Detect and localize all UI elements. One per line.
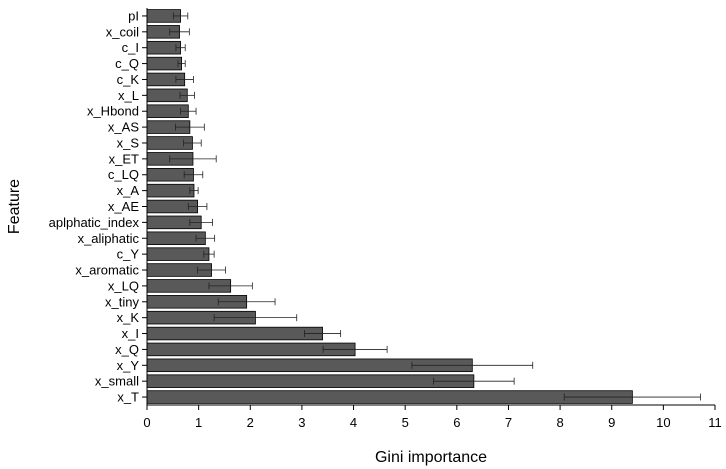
y-tick-label: pI [128,8,139,23]
y-tick-label: c_Q [115,56,139,71]
y-tick-label: x_small [95,374,139,389]
y-tick-label: x_LQ [108,278,139,293]
bars-group [146,9,633,404]
bar-x_T [146,390,633,404]
error-bar-x_A [189,187,199,195]
error-bar-x_L [179,91,195,99]
y-tick-label: x_S [117,135,140,150]
error-bar-x_T [563,393,701,401]
y-tick-label: x_K [117,310,140,325]
error-bar-pI [172,12,189,20]
x-tick-label: 8 [556,415,563,430]
error-bar-x_Q [322,345,388,353]
y-axis-title: Feature [6,179,23,234]
bar-c_Y [146,247,210,261]
y-tick-label: x_AS [108,120,139,135]
error-bar-c_Y [203,250,215,258]
error-bar-c_K [175,75,194,83]
error-bar-x_AS [174,123,205,131]
error-bar-x_ET [169,155,217,163]
x-tick-label: 5 [402,415,409,430]
error-bar-aplphatic_index [189,218,213,226]
y-tick-label: x_T [117,390,139,405]
error-bar-c_LQ [183,171,204,179]
y-tick-label: x_ET [109,151,139,166]
y-tick-label: x_A [117,183,140,198]
error-bar-x_S [183,139,202,147]
error-bar-x_I [304,330,342,338]
y-tick-label: c_LQ [108,167,139,182]
y-tick-label: x_I [122,326,139,341]
x-tick-label: 3 [298,415,305,430]
x-tick-label: 10 [656,415,670,430]
error-bar-x_AE [187,203,208,210]
y-tick-label: x_tiny [105,294,139,309]
y-tick-label: x_Q [115,342,139,357]
y-tick-label: x_Hbond [87,104,139,119]
y-tick-label: x_aliphatic [78,231,140,246]
x-tick-label: 9 [608,415,615,430]
x-tick-label: 0 [143,415,150,430]
error-bar-x_tiny [217,298,276,306]
y-tick-label: aplphatic_index [49,215,140,230]
error-bar-c_Q [177,60,186,68]
y-tick-label: x_coil [106,24,139,39]
x-tick-label: 7 [505,415,512,430]
y-tick-label: x_aromatic [75,263,139,278]
error-bar-x_LQ [208,282,253,290]
error-bar-x_Hbond [180,107,197,115]
x-tick-label: 6 [453,415,460,430]
error-bar-x_aromatic [197,266,226,274]
error-bar-x_small [433,377,515,385]
error-bar-x_K [213,314,298,322]
x-tick-label: 4 [350,415,357,430]
x-tick-label: 1 [195,415,202,430]
x-tick-label: 11 [708,415,722,430]
x-tick-label: 2 [247,415,254,430]
error-bar-x_coil [169,28,190,36]
y-tick-label: x_Y [117,358,140,373]
error-bar-x_Y [411,361,534,369]
error-bar-x_aliphatic [195,234,216,242]
bar-x_A [146,183,195,198]
error-bars-group [169,12,701,401]
bar-c_Q [146,56,182,71]
y-ticks-group: pIx_coilc_Ic_Qc_Kx_Lx_Hbondx_ASx_Sx_ETc_… [49,8,147,405]
x-ticks-group: 0 1 2 3 4 5 6 7 8 9 10 11 [143,405,722,430]
y-tick-label: x_AE [108,199,139,214]
bar-x_small [146,374,475,388]
y-tick-label: c_Y [117,247,140,262]
y-tick-label: c_K [117,72,140,87]
y-tick-label: x_L [118,88,139,103]
y-tick-label: c_I [122,40,139,55]
x-axis-title: Gini importance [375,449,487,466]
error-bar-c_I [175,44,186,52]
bar-x_I [146,326,323,341]
